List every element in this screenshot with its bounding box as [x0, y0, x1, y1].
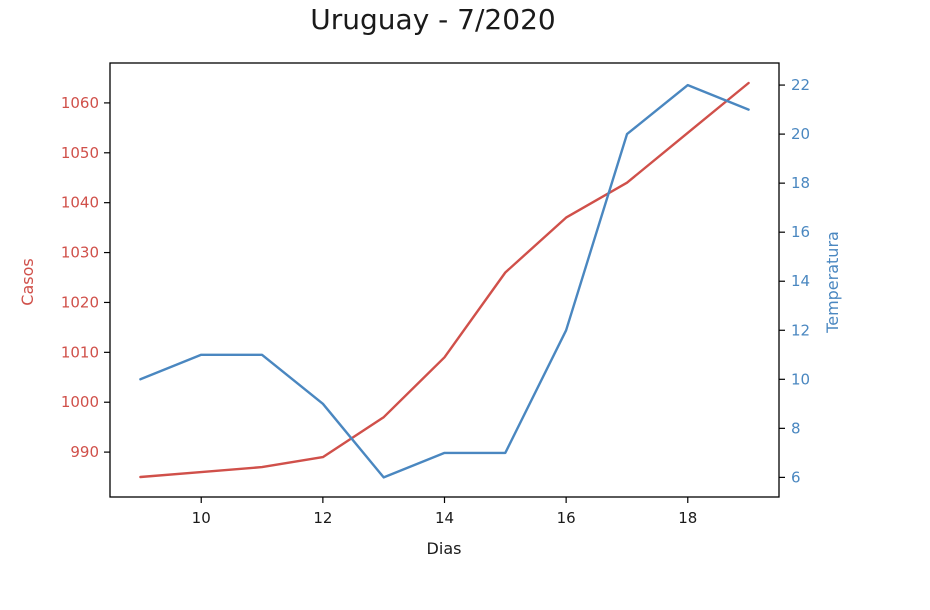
right-axis-label: Temperatura: [823, 231, 842, 334]
x-axis: 10 12 14 16 18: [192, 497, 697, 527]
right-tick-label: 14: [791, 272, 810, 290]
right-tick-label: 12: [791, 321, 810, 339]
right-y-axis: 6 8 10 12 14 16 18 20 22: [779, 76, 810, 486]
left-tick-label: 1060: [61, 94, 99, 112]
temperatura-series-line: [139, 83, 750, 479]
left-y-axis: 990 1000 1010 1020 1030 1040 1050 1060: [61, 94, 110, 461]
left-axis-label: Casos: [18, 258, 37, 305]
left-tick-label: 1020: [61, 293, 99, 311]
x-tick-label: 10: [192, 509, 211, 527]
x-tick-label: 18: [678, 509, 697, 527]
left-tick-label: 990: [70, 443, 99, 461]
right-tick-label: 8: [791, 419, 801, 437]
right-tick-label: 20: [791, 125, 810, 143]
left-tick-label: 1000: [61, 393, 99, 411]
right-tick-label: 10: [791, 370, 810, 388]
casos-series-line: [139, 81, 750, 479]
left-tick-label: 1030: [61, 244, 99, 262]
right-tick-label: 18: [791, 174, 810, 192]
x-tick-label: 14: [435, 509, 454, 527]
left-tick-label: 1010: [61, 343, 99, 361]
left-tick-label: 1050: [61, 144, 99, 162]
left-tick-label: 1040: [61, 194, 99, 212]
plot-frame: [109, 62, 780, 498]
right-tick-label: 6: [791, 468, 801, 486]
right-tick-label: 22: [791, 76, 810, 94]
x-tick-label: 16: [557, 509, 576, 527]
x-axis-label: Dias: [427, 539, 462, 558]
x-tick-label: 12: [313, 509, 332, 527]
right-tick-label: 16: [791, 223, 810, 241]
series-layer: [139, 81, 750, 479]
chart-title: Uruguay - 7/2020: [310, 3, 555, 36]
